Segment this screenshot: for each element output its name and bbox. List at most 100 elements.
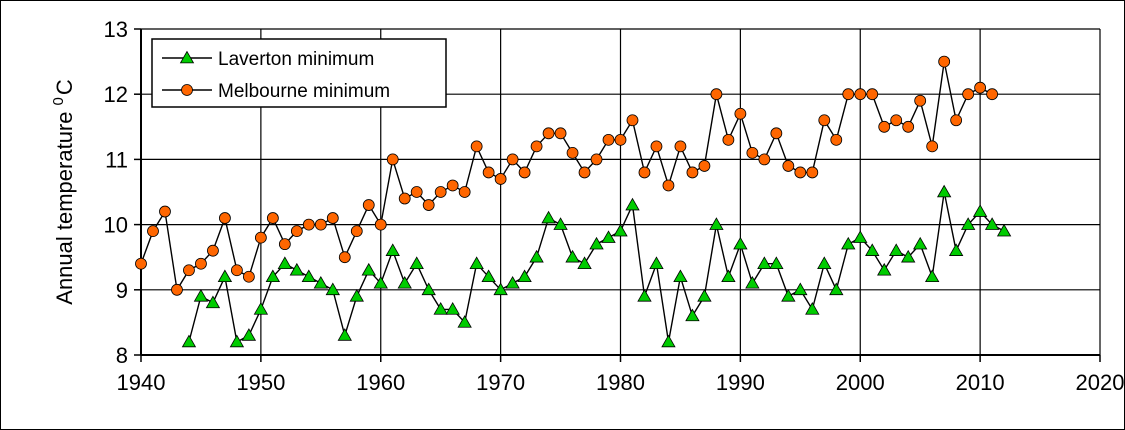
data-point bbox=[794, 166, 807, 179]
data-point bbox=[972, 204, 988, 217]
legend-marker bbox=[179, 50, 195, 64]
data-point bbox=[962, 88, 975, 101]
data-point bbox=[493, 282, 508, 296]
x-tick-label: 1990 bbox=[716, 370, 765, 395]
data-point bbox=[936, 184, 952, 198]
data-point bbox=[709, 217, 724, 230]
data-point bbox=[469, 256, 484, 269]
legend-marker bbox=[181, 84, 193, 96]
data-point bbox=[229, 334, 245, 348]
data-point bbox=[253, 302, 269, 315]
data-point bbox=[565, 249, 580, 263]
legend-label: Melbourne minimum bbox=[218, 81, 390, 102]
data-point bbox=[470, 140, 483, 153]
x-axis-ticks: 1940 1950 1960 1970 1980 1990 2000 2010 2020 bbox=[117, 355, 1124, 395]
data-point bbox=[313, 275, 329, 289]
y-tick-label: 10 bbox=[104, 213, 128, 238]
data-point bbox=[914, 94, 927, 107]
data-point bbox=[637, 289, 652, 302]
data-point bbox=[350, 225, 363, 238]
data-point bbox=[374, 218, 387, 231]
data-point bbox=[578, 166, 591, 179]
data-point bbox=[337, 328, 352, 341]
data-point bbox=[446, 179, 459, 192]
data-point bbox=[349, 289, 364, 302]
series-laverton bbox=[181, 184, 1012, 348]
y-tick-label: 13 bbox=[104, 17, 128, 42]
data-point bbox=[505, 275, 520, 289]
data-point bbox=[577, 256, 592, 269]
data-point bbox=[614, 133, 627, 146]
data-point bbox=[482, 166, 495, 179]
data-point bbox=[613, 223, 628, 237]
data-point bbox=[398, 192, 411, 205]
data-point bbox=[842, 88, 855, 101]
data-point bbox=[135, 257, 147, 270]
data-point bbox=[410, 186, 423, 198]
data-point bbox=[661, 334, 676, 348]
data-point bbox=[685, 308, 700, 322]
legend: Laverton minimum Melbourne minimum bbox=[151, 38, 447, 108]
data-point bbox=[889, 243, 904, 256]
data-point bbox=[758, 153, 771, 166]
data-point bbox=[193, 289, 209, 302]
data-point bbox=[289, 262, 305, 276]
data-point bbox=[625, 197, 640, 211]
data-point bbox=[950, 114, 963, 127]
data-point bbox=[626, 114, 639, 127]
data-point bbox=[984, 217, 1000, 230]
data-point bbox=[721, 269, 736, 283]
data-point bbox=[853, 230, 868, 243]
data-point bbox=[241, 328, 257, 341]
y-tick-label: 11 bbox=[105, 147, 128, 172]
data-point bbox=[746, 146, 759, 159]
y-axis-title-text: Annual temperature bbox=[52, 112, 77, 305]
data-point bbox=[854, 88, 867, 101]
y-tick-label: 9 bbox=[116, 278, 128, 303]
x-tick-label: 1960 bbox=[356, 370, 405, 395]
data-point bbox=[745, 275, 760, 289]
data-point bbox=[266, 212, 279, 224]
y-axis-title-unit: C bbox=[52, 79, 77, 95]
data-point bbox=[386, 153, 399, 166]
data-point bbox=[254, 231, 267, 244]
data-point bbox=[589, 236, 604, 250]
data-point bbox=[674, 140, 687, 153]
y-tick-label: 8 bbox=[116, 343, 128, 368]
series-melbourne bbox=[135, 55, 999, 296]
x-tick-label: 1970 bbox=[476, 370, 525, 395]
data-point bbox=[924, 269, 940, 283]
data-point bbox=[601, 230, 616, 243]
data-point bbox=[542, 127, 555, 140]
series-layer bbox=[135, 55, 1012, 348]
x-tick-label: 2000 bbox=[836, 370, 885, 395]
data-point bbox=[373, 275, 388, 289]
data-point bbox=[541, 210, 556, 224]
data-point bbox=[757, 256, 772, 269]
data-point bbox=[638, 166, 651, 179]
data-point bbox=[277, 256, 293, 269]
legend-box bbox=[151, 38, 447, 108]
data-point bbox=[338, 251, 351, 264]
data-point bbox=[219, 212, 231, 224]
data-point bbox=[230, 264, 243, 277]
data-point bbox=[662, 179, 675, 192]
data-point bbox=[817, 256, 832, 269]
data-point bbox=[434, 186, 447, 198]
data-point bbox=[553, 217, 568, 230]
data-point bbox=[207, 244, 219, 257]
data-point bbox=[195, 257, 207, 270]
data-point bbox=[974, 81, 987, 94]
data-point bbox=[986, 88, 999, 101]
data-point bbox=[806, 166, 819, 179]
data-point bbox=[290, 225, 303, 238]
data-point bbox=[529, 249, 544, 263]
data-point bbox=[566, 146, 579, 159]
data-point bbox=[602, 133, 615, 146]
data-point bbox=[205, 295, 221, 309]
data-point bbox=[793, 282, 808, 296]
data-point bbox=[147, 225, 159, 238]
x-tick-label: 2010 bbox=[956, 370, 1005, 395]
data-point bbox=[494, 173, 507, 185]
x-tick-label: 1950 bbox=[236, 370, 285, 395]
